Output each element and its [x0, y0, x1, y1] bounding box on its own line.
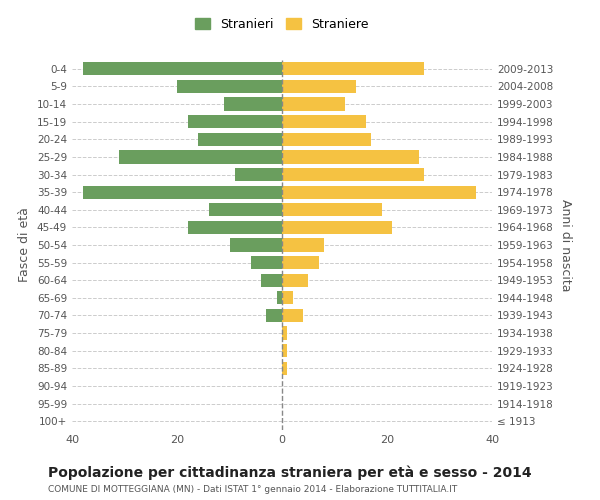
Bar [224, 98, 282, 110]
Bar [251, 256, 282, 269]
Bar [282, 62, 424, 76]
Text: COMUNE DI MOTTEGGIANA (MN) - Dati ISTAT 1° gennaio 2014 - Elaborazione TUTTITALI: COMUNE DI MOTTEGGIANA (MN) - Dati ISTAT … [48, 485, 457, 494]
Bar [229, 238, 282, 252]
Bar [282, 221, 392, 234]
Bar [282, 203, 382, 216]
Bar [282, 238, 324, 252]
Bar [266, 309, 282, 322]
Y-axis label: Anni di nascita: Anni di nascita [559, 198, 572, 291]
Bar [282, 291, 293, 304]
Bar [177, 80, 282, 93]
Bar [198, 132, 282, 146]
Bar [261, 274, 282, 287]
Bar [282, 344, 287, 358]
Bar [282, 132, 371, 146]
Legend: Stranieri, Straniere: Stranieri, Straniere [195, 18, 369, 31]
Bar [282, 362, 287, 375]
Bar [282, 115, 366, 128]
Bar [282, 150, 419, 164]
Bar [282, 98, 345, 110]
Y-axis label: Fasce di età: Fasce di età [19, 208, 31, 282]
Bar [282, 168, 424, 181]
Bar [277, 291, 282, 304]
Bar [282, 309, 303, 322]
Bar [282, 326, 287, 340]
Bar [119, 150, 282, 164]
Bar [282, 186, 476, 198]
Bar [187, 221, 282, 234]
Bar [187, 115, 282, 128]
Text: Popolazione per cittadinanza straniera per età e sesso - 2014: Popolazione per cittadinanza straniera p… [48, 465, 532, 479]
Bar [83, 62, 282, 76]
Bar [282, 80, 355, 93]
Bar [282, 274, 308, 287]
Bar [83, 186, 282, 198]
Bar [235, 168, 282, 181]
Bar [282, 256, 319, 269]
Bar [209, 203, 282, 216]
